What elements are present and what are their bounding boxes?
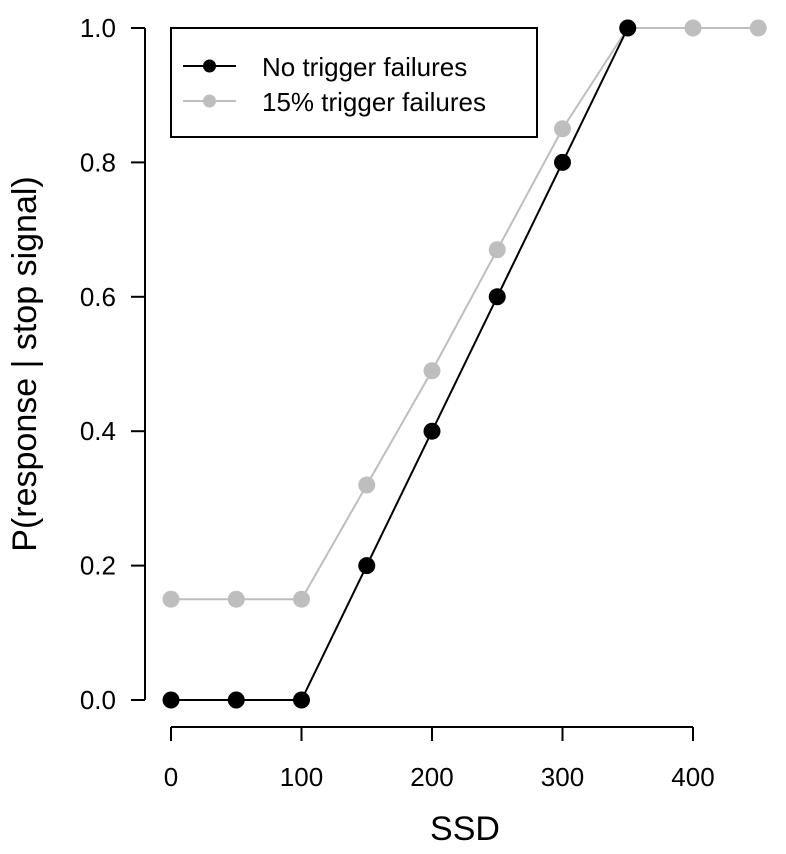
x-tick-label: 100 [280, 762, 323, 792]
y-tick-label: 0.6 [80, 282, 116, 312]
x-axis-ticks: 0 100 200 300 400 [164, 727, 715, 792]
data-point-15pct-trigger-failures [162, 590, 180, 608]
x-tick-label: 200 [410, 762, 453, 792]
data-point-no-trigger-failures [488, 288, 506, 306]
data-point-no-trigger-failures [423, 422, 441, 440]
x-tick-label: 300 [541, 762, 584, 792]
legend-marker-no-trigger-failures [203, 59, 216, 73]
legend-label-15pct-trigger-failures: 15% trigger failures [262, 87, 486, 117]
x-tick-label: 400 [671, 762, 714, 792]
y-axis-ticks: 0.0 0.2 0.4 0.6 0.8 1.0 [80, 13, 145, 715]
data-point-no-trigger-failures [358, 557, 376, 575]
y-tick-label: 1.0 [80, 13, 116, 43]
x-tick-label: 0 [164, 762, 178, 792]
data-point-15pct-trigger-failures [227, 590, 245, 608]
data-point-no-trigger-failures [162, 691, 180, 709]
data-point-15pct-trigger-failures [423, 362, 441, 380]
y-tick-label: 0.2 [80, 551, 116, 581]
series-line-15pct-trigger-failures [171, 27, 759, 601]
data-point-no-trigger-failures [619, 19, 637, 37]
legend-box [170, 27, 538, 138]
data-point-15pct-trigger-failures [554, 120, 571, 138]
legend-marker-15pct-trigger-failures [203, 94, 216, 108]
y-tick-label: 0.4 [80, 416, 116, 446]
data-point-no-trigger-failures [293, 691, 310, 709]
legend-label-no-trigger-failures: No trigger failures [262, 52, 467, 82]
series-15pct-trigger-failures [162, 19, 767, 608]
y-tick-label: 0.8 [80, 147, 116, 177]
y-axis-title: P(response | stop signal) [6, 176, 44, 551]
y-tick-label: 0.0 [80, 685, 116, 715]
series-layer [162, 19, 767, 709]
legend: No trigger failures 15% trigger failures [170, 27, 538, 138]
data-point-15pct-trigger-failures [358, 476, 376, 494]
x-axis-title: SSD [430, 810, 500, 848]
series-line-no-trigger-failures [171, 27, 629, 701]
data-point-15pct-trigger-failures [749, 19, 767, 37]
data-point-no-trigger-failures [227, 691, 245, 709]
data-point-15pct-trigger-failures [488, 241, 506, 259]
data-point-no-trigger-failures [554, 153, 571, 171]
series-no-trigger-failures [162, 19, 637, 709]
data-point-15pct-trigger-failures [293, 590, 310, 608]
data-point-15pct-trigger-failures [684, 19, 702, 37]
